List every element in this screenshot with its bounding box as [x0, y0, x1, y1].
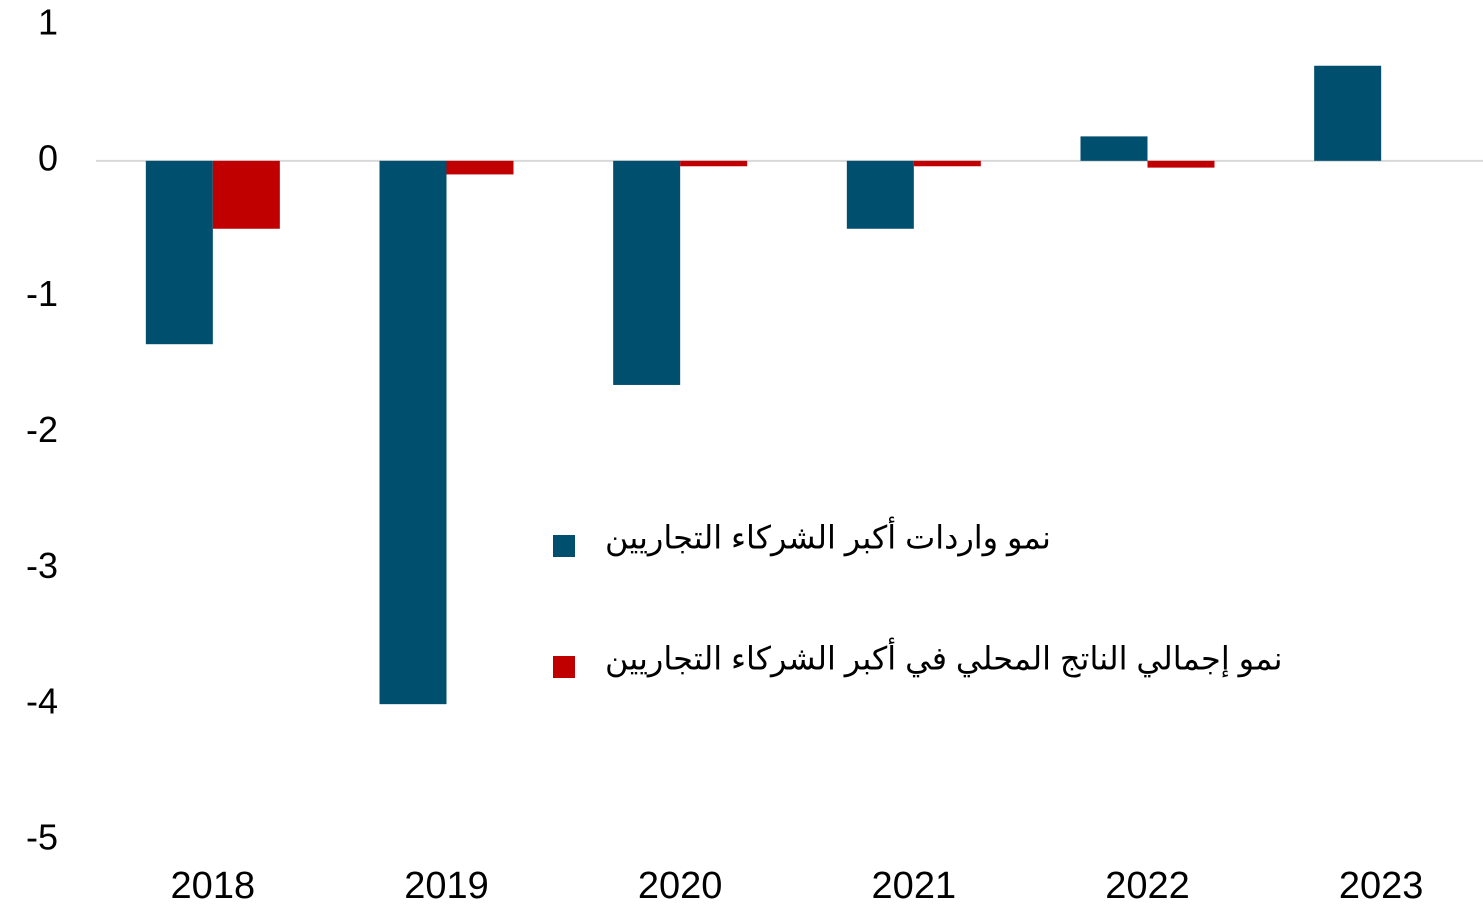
legend-swatch	[553, 535, 575, 557]
legend-swatch	[553, 656, 575, 678]
bar	[613, 160, 681, 385]
y-tick-label: -5	[26, 817, 58, 858]
x-tick-label: 2023	[1339, 865, 1424, 907]
bar	[913, 160, 981, 167]
y-tick-label: -2	[26, 409, 58, 450]
bar	[379, 160, 447, 705]
y-tick-label: -1	[26, 273, 58, 314]
x-tick-label: 2018	[171, 865, 256, 907]
x-tick-label: 2021	[872, 865, 957, 907]
bar	[1314, 65, 1382, 161]
legend-label: نمو إجمالي الناتج المحلي في أكبر الشركاء…	[605, 637, 1283, 677]
bar	[212, 160, 280, 229]
legend-label: نمو واردات أكبر الشركاء التجاريين	[605, 516, 1051, 556]
bar	[446, 160, 514, 175]
x-tick-label: 2022	[1105, 865, 1190, 907]
y-tick-label: 0	[38, 137, 58, 178]
x-tick-label: 2019	[404, 865, 489, 907]
bar	[680, 160, 748, 167]
bar	[1080, 136, 1148, 161]
bar	[846, 160, 914, 229]
x-tick-label: 2020	[638, 865, 723, 907]
y-tick-label: -4	[26, 681, 58, 722]
bar	[1147, 160, 1215, 168]
y-tick-label: 1	[38, 2, 58, 43]
y-tick-label: -3	[26, 545, 58, 586]
bar	[145, 160, 213, 345]
